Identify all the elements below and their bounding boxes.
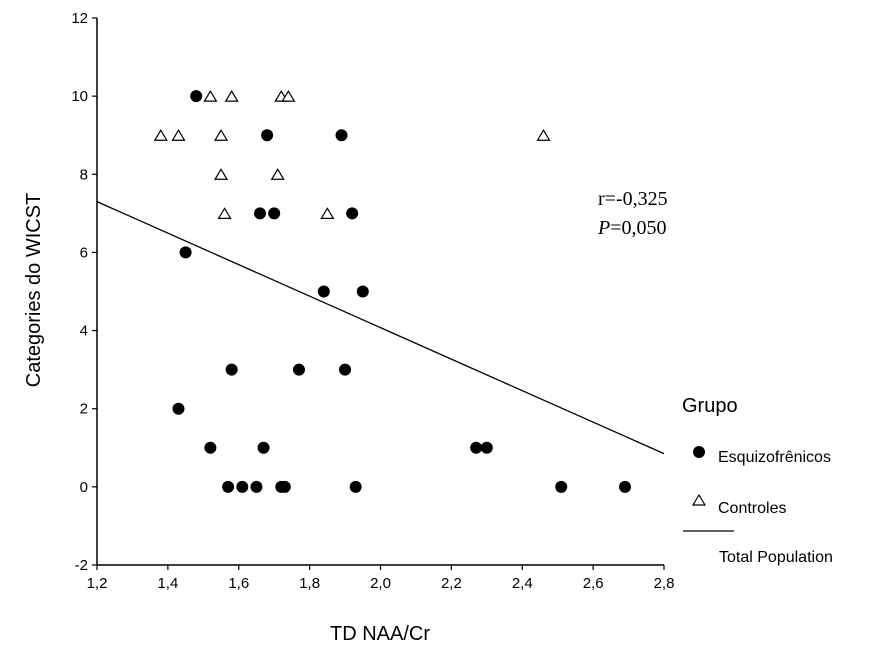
controles-point [320,207,335,219]
esquizofrenicos-point [236,480,249,493]
x-tick-label: 1,4 [157,575,178,592]
controles-point [281,89,296,102]
esquizofrenicos-point [250,480,263,493]
y-tick-label: 0 [80,479,88,496]
legend-title: Grupo [682,395,738,417]
esquizofrenicos-point [480,441,493,454]
esquizofrenicos-point [292,363,305,376]
x-axis-title: TD NAA/Cr [330,623,430,645]
y-tick-label: 2 [80,401,88,418]
esquizofrenicos-point [356,285,369,298]
legend-label-total-population: Total Population [719,549,833,566]
controles-point [536,129,551,141]
y-tick-label: 10 [71,88,88,105]
x-tick-label: 2,0 [370,575,391,592]
esquizofrenicos-point [555,480,568,493]
esquizofrenicos-point [172,402,185,415]
x-axis-ticks: 1,2 1,4 1,6 1,8 2,0 2,2 2,4 2,6 2,8 [87,565,675,592]
x-tick-label: 1,2 [87,575,108,592]
y-tick-label: -2 [75,557,88,574]
esquizofrenicos-point [261,129,274,142]
legend-label-esquizofrenicos: Esquizofrênicos [718,449,831,466]
x-tick-label: 2,2 [441,575,462,592]
y-axis-title: Categories do WICST [23,193,45,388]
y-tick-label: 12 [71,10,88,27]
legend: Grupo Esquizofrênicos Controles Total Po… [682,395,833,566]
p-annotation: P=0,050 [597,217,667,239]
legend-marker-controles [691,493,707,506]
esquizofrenicos-point [317,285,330,298]
regression-line [96,201,665,455]
controles-point [171,129,186,141]
p-annotation-value: =0,050 [610,217,666,239]
esquizofrenicos-point [179,246,192,259]
x-tick-label: 1,8 [299,575,320,592]
y-tick-label: 8 [80,166,88,183]
y-tick-label: 4 [80,323,88,340]
esquizofrenicos-point [278,480,291,493]
esquizofrenicos-point [335,129,348,142]
esquizofrenicos-point [349,480,362,493]
controles-point [270,168,285,180]
y-axis-ticks: -2 0 2 4 6 8 10 12 [71,10,97,574]
esquizofrenicos-point [619,480,632,493]
r-annotation: r=-0,325 [598,188,668,210]
esquizofrenicos-point [225,363,238,376]
controles-point [217,207,232,219]
x-tick-label: 2,4 [512,575,533,592]
x-tick-label: 2,6 [583,575,604,592]
controles-point [213,168,229,180]
p-annotation-label: P [597,217,610,239]
esquizofrenicos-point [222,480,235,493]
y-tick-label: 6 [80,244,88,261]
x-tick-label: 1,6 [228,575,249,592]
legend-label-controles: Controles [718,500,786,517]
x-tick-label: 2,8 [654,575,675,592]
esquizofrenicos-point [254,207,267,220]
esquizofrenicos-point [257,441,270,454]
controles-point [153,129,168,141]
controles-point [224,89,239,102]
esquizofrenicos-point [339,363,352,376]
legend-marker-esquizofrenicos [693,446,705,458]
esquizofrenicos-point [190,90,203,103]
esquizofrenicos-point [268,207,281,220]
controles-point [203,89,218,102]
esquizofrenicos-point [470,441,483,454]
esquizofrenicos-point [204,441,217,454]
controles-point [213,129,229,141]
esquizofrenicos-point [346,207,359,220]
data-points [153,89,632,493]
